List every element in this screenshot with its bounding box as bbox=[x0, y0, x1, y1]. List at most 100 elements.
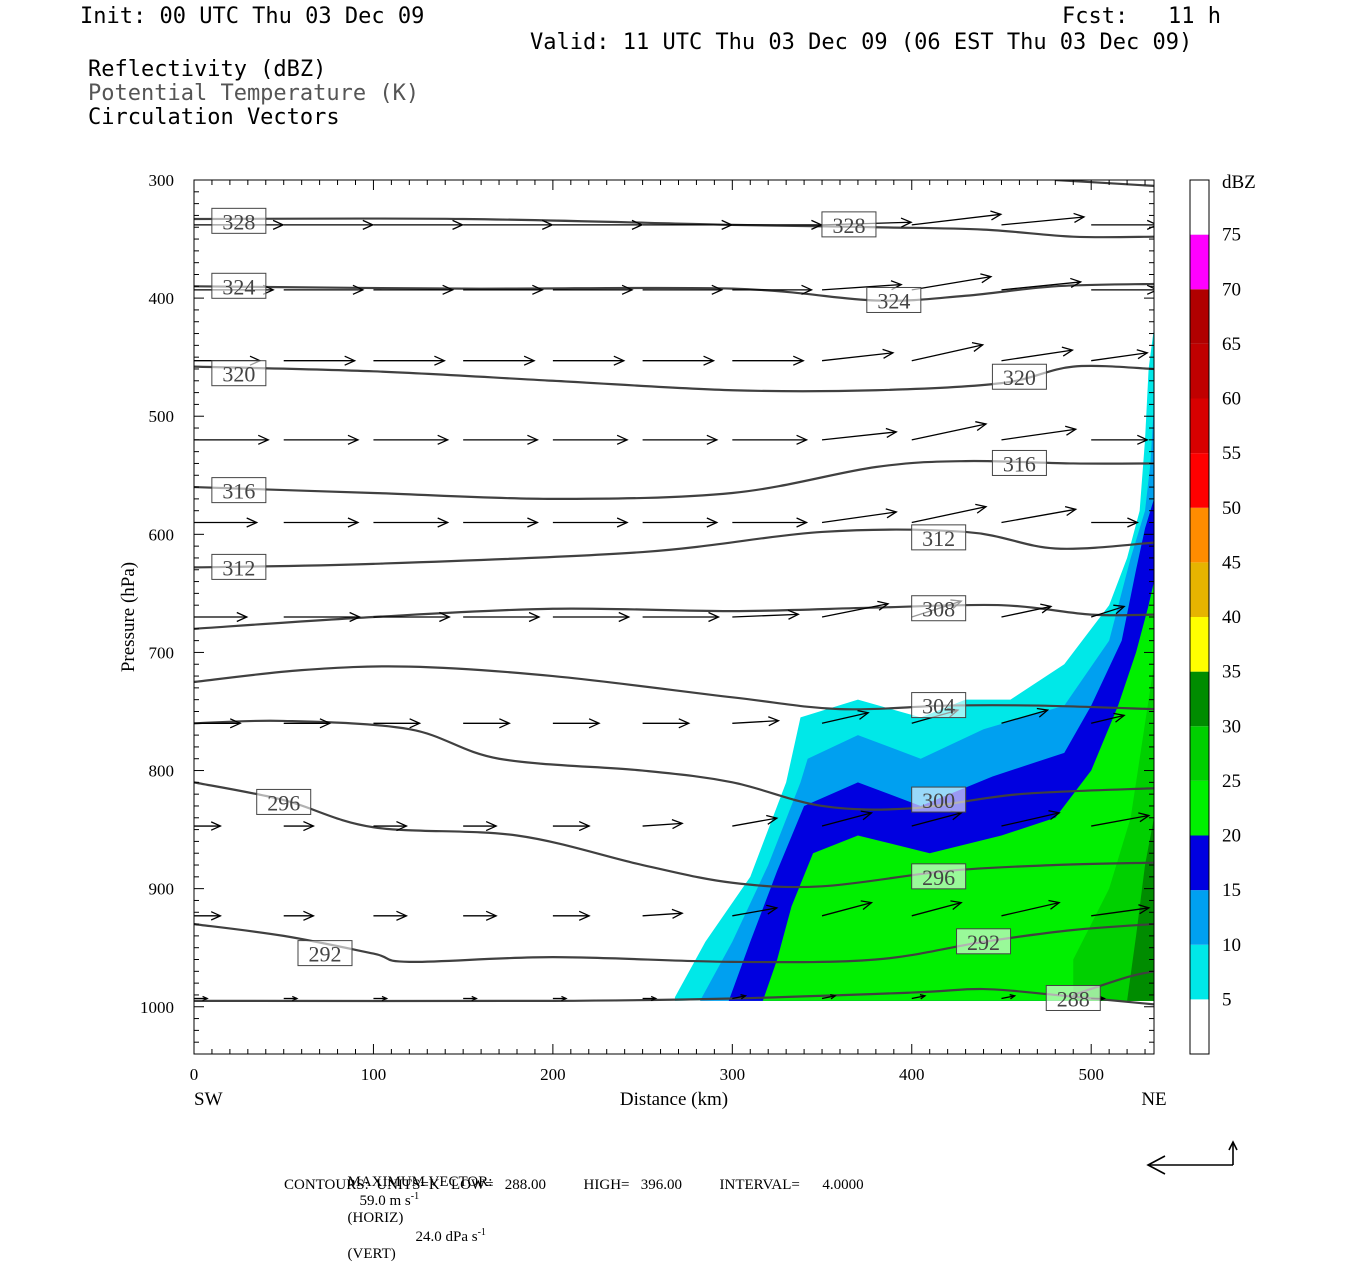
svg-text:328: 328 bbox=[832, 213, 865, 238]
reference-vector-icon bbox=[1146, 1140, 1238, 1175]
circulation-vector bbox=[194, 821, 222, 831]
circulation-vector bbox=[732, 355, 805, 366]
circulation-vector bbox=[1001, 346, 1074, 362]
circulation-vector bbox=[642, 718, 691, 729]
theta-contour-304 bbox=[194, 665, 1154, 711]
circulation-vector bbox=[283, 910, 316, 921]
circulation-vector bbox=[283, 517, 360, 528]
y-tick-label: 900 bbox=[149, 880, 175, 899]
circulation-vector bbox=[463, 355, 536, 366]
circulation-vector bbox=[373, 995, 389, 1002]
circulation-vector bbox=[821, 994, 837, 1000]
circulation-vector bbox=[552, 611, 631, 623]
reflectivity-region-20 bbox=[762, 581, 1154, 1001]
circulation-vector bbox=[1091, 812, 1151, 827]
svg-text:312: 312 bbox=[922, 526, 955, 551]
circulation-vector bbox=[283, 611, 362, 623]
svg-text:316: 316 bbox=[222, 479, 255, 504]
circulation-vector bbox=[1001, 506, 1078, 524]
vert-tag: (VERT) bbox=[347, 1246, 396, 1262]
y-axis-title: Pressure (hPa) bbox=[118, 562, 139, 672]
colorbar-legend: 5 10 15 20 25 30 35 40 45 50 55 60 65 70 75 bbox=[1189, 179, 1241, 1055]
circulation-vector bbox=[373, 718, 422, 729]
theta-contour-312 bbox=[194, 528, 1154, 569]
svg-text:324: 324 bbox=[222, 274, 255, 299]
circulation-vector bbox=[642, 611, 721, 623]
svg-text:324: 324 bbox=[877, 288, 910, 313]
theta-contour-320 bbox=[194, 364, 1154, 393]
circulation-vector bbox=[552, 284, 634, 295]
contour-label: 300 bbox=[911, 786, 967, 813]
theta-contour-296 bbox=[194, 781, 1154, 889]
circulation-vector bbox=[911, 994, 927, 1000]
circulation-vector bbox=[821, 508, 898, 524]
colorbar-segment-none bbox=[1190, 999, 1209, 1054]
circulation-vector bbox=[194, 718, 242, 729]
circulation-vector bbox=[1090, 604, 1126, 618]
svg-text:292: 292 bbox=[308, 942, 341, 967]
circulation-vector bbox=[911, 503, 988, 524]
colorbar-segment-30 bbox=[1190, 671, 1209, 727]
x-tick-label: 100 bbox=[361, 1065, 387, 1084]
x-tick-label: 0 bbox=[190, 1065, 199, 1084]
circulation-vector bbox=[911, 900, 963, 917]
circulation-vector bbox=[552, 820, 591, 832]
circulation-vector bbox=[552, 995, 568, 1002]
colorbar-label: 10 bbox=[1222, 935, 1241, 956]
circulation-vector bbox=[1001, 994, 1017, 1000]
field-potential-temperature: Potential Temperature (K) bbox=[88, 81, 420, 106]
contour-label: 316 bbox=[211, 477, 267, 504]
circulation-vector bbox=[1001, 212, 1086, 226]
colorbar-label: 20 bbox=[1222, 826, 1241, 847]
circulation-vector bbox=[463, 995, 478, 1002]
svg-text:300: 300 bbox=[922, 788, 955, 813]
circulation-vector bbox=[732, 284, 814, 295]
colorbar-label: 5 bbox=[1222, 989, 1232, 1010]
circulation-vector bbox=[463, 219, 554, 230]
colorbar-segment-55 bbox=[1190, 398, 1209, 454]
circulation-vector bbox=[463, 517, 539, 528]
circulation-vector bbox=[732, 434, 809, 445]
circulation-vector bbox=[463, 284, 544, 295]
colorbar-segment-70 bbox=[1190, 234, 1209, 290]
svg-text:312: 312 bbox=[222, 555, 255, 580]
svg-text:328: 328 bbox=[222, 209, 255, 234]
contour-label: 328 bbox=[821, 211, 877, 238]
circulation-vector bbox=[283, 219, 375, 230]
contour-label: 296 bbox=[911, 863, 967, 890]
circulation-vector bbox=[194, 517, 259, 528]
circulation-vector bbox=[283, 284, 365, 295]
circulation-vector bbox=[1001, 810, 1061, 827]
circulation-vector bbox=[642, 995, 658, 1002]
contour-label: 316 bbox=[991, 449, 1047, 476]
colorbar-segment-15 bbox=[1190, 835, 1209, 891]
contour-label: 312 bbox=[911, 524, 967, 551]
colorbar-segment-25 bbox=[1190, 726, 1209, 781]
axis-tick-labels: 0 100 200 300 400 500 300 400 500 600 700 800 900 100… bbox=[140, 171, 1104, 1084]
circulation-vector bbox=[821, 348, 895, 362]
init-time: Init: 00 UTC Thu 03 Dec 09 bbox=[80, 4, 425, 29]
y-tick-label: 1000 bbox=[140, 998, 174, 1017]
forecast-hour: Fcst: 11 h bbox=[1062, 4, 1221, 29]
circulation-vector bbox=[463, 820, 498, 832]
field-circulation-vectors: Circulation Vectors bbox=[88, 105, 340, 130]
circulation-vector bbox=[642, 284, 724, 295]
colorbar-label: 35 bbox=[1222, 662, 1241, 683]
colorbar-segment-top bbox=[1190, 180, 1209, 235]
colorbar-label: 75 bbox=[1222, 225, 1241, 246]
contour-label: 288 bbox=[1045, 984, 1101, 1011]
colorbar-segment-10 bbox=[1190, 890, 1209, 945]
y-tick-label: 700 bbox=[149, 643, 175, 662]
circulation-vector bbox=[1091, 517, 1139, 528]
circulation-vector bbox=[552, 910, 591, 921]
contour-label: 320 bbox=[211, 360, 267, 387]
theta-contour-324 bbox=[194, 282, 1154, 302]
circulation-vector bbox=[283, 718, 332, 729]
colorbar-segment-45 bbox=[1190, 507, 1209, 563]
circulation-vector bbox=[552, 434, 629, 445]
circulation-vector bbox=[642, 908, 684, 919]
circulation-vector bbox=[552, 219, 644, 230]
circulation-vector bbox=[732, 716, 781, 727]
circulation-vector bbox=[1001, 277, 1083, 291]
